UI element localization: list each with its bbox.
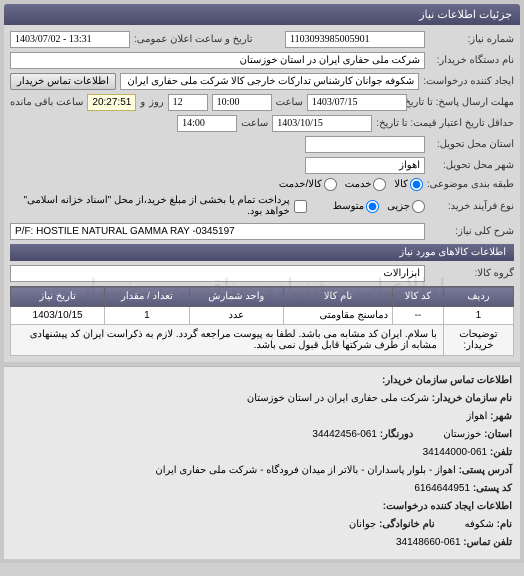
th-qty: تعداد / مقدار [105,287,190,307]
row-goods-group: گروه کالا: [10,265,514,282]
row-reply-deadline: مهلت ارسال پاسخ: تا تاریخ: ساعت روز و 20… [10,94,514,111]
input-validity-date[interactable] [272,115,372,132]
note-label: توضیحات خریدار: [459,329,497,351]
label-request-no: شماره نیاز: [429,34,514,45]
label-general-desc: شرح کلی نیاز: [429,226,514,237]
items-table: ردیف کد کالا نام کالا واحد شمارش تعداد /… [10,286,514,356]
label-reply-deadline: مهلت ارسال پاسخ: تا تاریخ: [411,97,514,108]
label-remaining: ساعت باقی مانده [10,97,83,108]
footer-name-family: نام: شکوفه نام خانوادگی: جوانان [12,517,512,533]
input-reply-date[interactable] [307,94,407,111]
table-note-row: توضیحات خریدار: با سلام. ایران کد مشابه … [11,325,514,356]
contact-info-button[interactable]: اطلاعات تماس خریدار [10,73,116,90]
cell-unit: عدد [189,307,283,325]
label-hour2: ساعت [241,118,268,129]
label-delivery-province: استان محل تحویل: [429,139,514,150]
th-name: نام کالا [283,287,392,307]
input-delivery-city[interactable] [305,157,425,174]
table-row[interactable]: 1 -- دماسنج مقاومتی عدد 1 1403/10/15 [11,307,514,325]
footer-address: آدرس پستی: اهواز - بلوار پاسداران - بالا… [12,463,512,479]
input-reply-hour[interactable] [212,94,272,111]
treasury-note-text: پرداخت تمام یا بخشی از مبلغ خرید،از محل … [10,195,290,217]
footer-title: اطلاعات تماس سازمان خریدار: [12,373,512,389]
th-date: تاریخ نیاز [11,287,105,307]
row-process-type: نوع فرآیند خرید: جزیی متوسط پرداخت تمام … [10,195,514,217]
footer-org: نام سازمان خریدار: شرکت ملی حفاری ایران … [12,391,512,407]
input-requester[interactable] [120,73,419,90]
input-buyer-org[interactable] [10,52,425,69]
footer-postal: کد پستی: 6164644951 [12,481,512,497]
input-validity-hour[interactable] [177,115,237,132]
category-radio-group: کالا خدمت کالا/خدمت [279,178,423,191]
radio-partial[interactable]: جزیی [387,200,425,213]
label-requester: ایجاد کننده درخواست: [423,76,514,87]
cell-qty: 1 [105,307,190,325]
row-delivery-province: استان محل تحویل: [10,136,514,153]
footer-phone: تلفن: 061-34144000 [12,445,512,461]
label-category: طبقه بندی موضوعی: [427,179,514,190]
label-goods-group: گروه کالا: [429,268,514,279]
input-request-no[interactable] [285,31,425,48]
label-delivery-city: شهر محل تحویل: [429,160,514,171]
label-hour1: ساعت [276,97,303,108]
cell-code: -- [393,307,444,325]
radio-medium[interactable]: متوسط [333,200,379,213]
row-general-desc: شرح کلی نیاز: [10,223,514,240]
label-public-date: تاریخ و ساعت اعلان عمومی: [134,34,253,45]
label-validity: حداقل تاریخ اعتبار قیمت: تا تاریخ: [376,118,514,129]
timer-remaining: 20:27:51 [87,94,136,111]
items-header-text: اطلاعات کالاهای مورد نیاز [399,247,506,258]
footer-province-fax: استان: خوزستان دورنگار: 061-34442456 [12,427,512,443]
main-container: جزئیات اطلاعات نیاز شماره نیاز: تاریخ و … [0,0,524,563]
cell-name: دماسنج مقاومتی [283,307,392,325]
checkbox-treasury[interactable]: پرداخت تمام یا بخشی از مبلغ خرید،از محل … [10,195,307,217]
items-sub-header: اطلاعات کالاهای مورد نیاز [10,244,514,261]
footer-city: شهر: اهواز [12,409,512,425]
label-process-type: نوع فرآیند خرید: [429,201,514,212]
row-requester: ایجاد کننده درخواست: اطلاعات تماس خریدار [10,73,514,90]
row-category: طبقه بندی موضوعی: کالا خدمت کالا/خدمت [10,178,514,191]
th-unit: واحد شمارش [189,287,283,307]
label-buyer-org: نام دستگاه خریدار: [429,55,514,66]
footer-creator-title: اطلاعات ایجاد کننده درخواست: [12,499,512,515]
label-day: روز [149,97,164,108]
footer-area: اطلاعات تماس سازمان خریدار: نام سازمان خ… [4,366,520,559]
row-validity: حداقل تاریخ اعتبار قیمت: تا تاریخ: ساعت [10,115,514,132]
radio-goods-service[interactable]: کالا/خدمت [279,178,337,191]
input-delivery-province[interactable] [305,136,425,153]
form-area: شماره نیاز: تاریخ و ساعت اعلان عمومی: نا… [4,25,520,362]
row-delivery-city: شهر محل تحویل: [10,157,514,174]
footer-contact: تلفن تماس: 061-34148660 [12,535,512,551]
label-and: و [140,97,145,108]
input-days-left[interactable] [168,94,208,111]
th-code: کد کالا [393,287,444,307]
section-title: جزئیات اطلاعات نیاز [419,9,512,21]
note-value-cell: با سلام. ایران کد مشابه می باشد. لطفا به… [11,325,444,356]
row-buyer-org: نام دستگاه خریدار: [10,52,514,69]
input-general-desc[interactable] [10,223,425,240]
note-label-cell: توضیحات خریدار: [443,325,513,356]
process-radio-group: جزیی متوسط [333,200,425,213]
th-row-no: ردیف [443,287,513,307]
radio-goods[interactable]: کالا [394,178,423,191]
section-header: جزئیات اطلاعات نیاز [4,4,520,25]
cell-date: 1403/10/15 [11,307,105,325]
row-request-no: شماره نیاز: تاریخ و ساعت اعلان عمومی: [10,31,514,48]
treasury-checkbox-input[interactable] [294,200,307,213]
input-public-date[interactable] [10,31,130,48]
input-goods-group[interactable] [10,265,425,282]
radio-service[interactable]: خدمت [345,178,387,191]
table-header-row: ردیف کد کالا نام کالا واحد شمارش تعداد /… [11,287,514,307]
cell-row-no: 1 [443,307,513,325]
